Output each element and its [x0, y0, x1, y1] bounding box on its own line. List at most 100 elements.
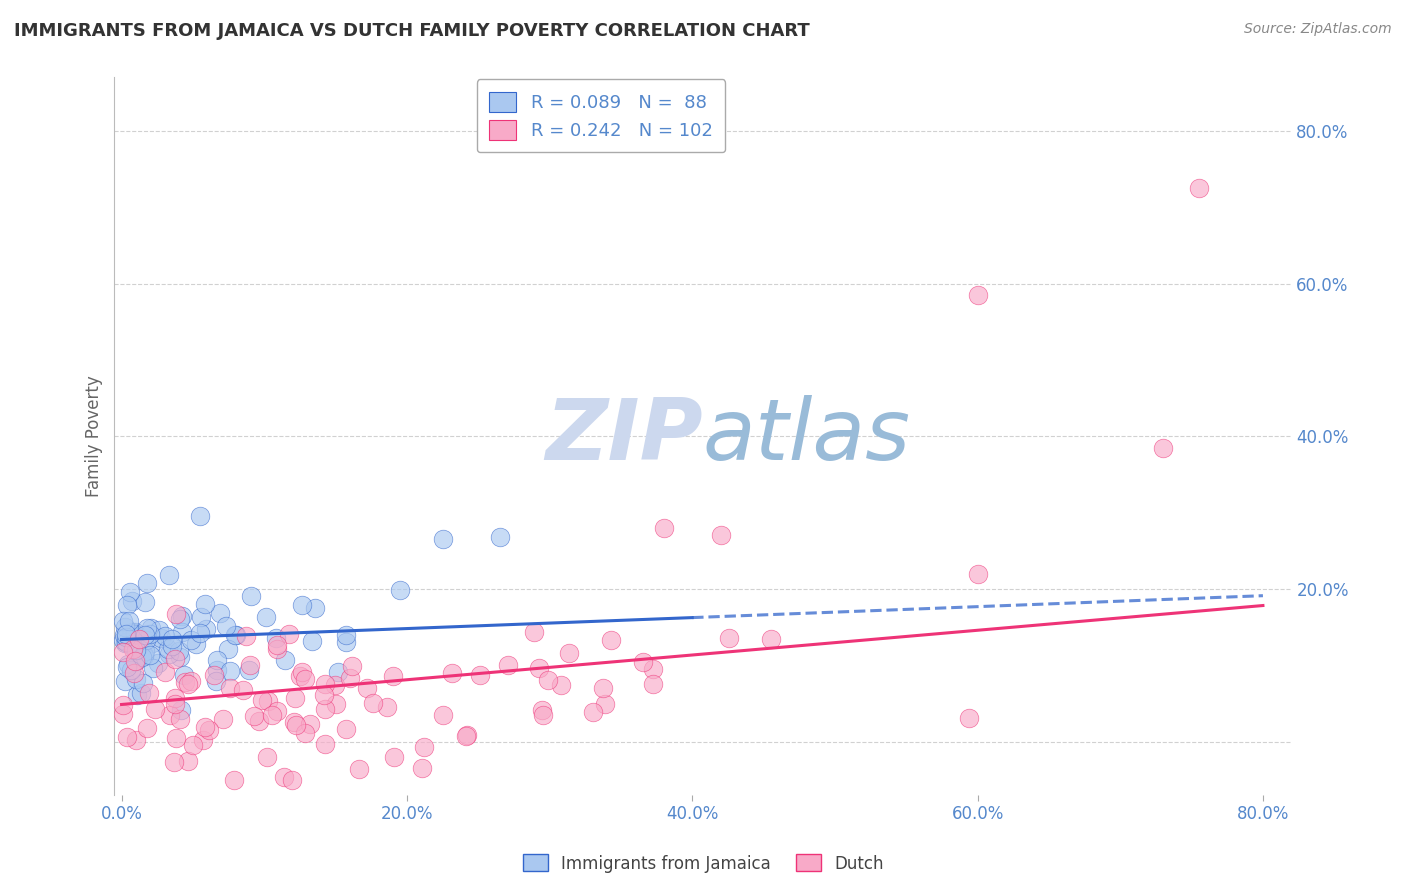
Dutch — [356, 681, 378, 695]
Immigrants from Jamaica — [162, 639, 184, 653]
Legend: Immigrants from Jamaica, Dutch: Immigrants from Jamaica, Dutch — [516, 847, 890, 880]
Dutch — [277, 626, 299, 640]
Dutch — [314, 677, 336, 691]
Immigrants from Jamaica — [157, 648, 180, 662]
Dutch — [347, 762, 370, 776]
Dutch — [531, 707, 554, 722]
Immigrants from Jamaica — [135, 632, 157, 647]
Immigrants from Jamaica — [207, 663, 229, 677]
Immigrants from Jamaica — [156, 642, 179, 657]
Dutch — [314, 701, 336, 715]
Immigrants from Jamaica — [115, 659, 138, 673]
Immigrants from Jamaica — [172, 608, 194, 623]
Dutch — [456, 728, 478, 742]
Dutch — [239, 657, 262, 672]
Immigrants from Jamaica — [219, 664, 242, 678]
Dutch — [143, 702, 166, 716]
Immigrants from Jamaica — [188, 626, 211, 640]
Dutch — [454, 729, 477, 743]
Immigrants from Jamaica — [134, 628, 156, 642]
Immigrants from Jamaica — [134, 595, 156, 609]
Immigrants from Jamaica — [132, 676, 155, 690]
Dutch — [174, 675, 197, 690]
Immigrants from Jamaica — [169, 612, 191, 626]
Immigrants from Jamaica — [132, 648, 155, 662]
Dutch — [165, 690, 187, 705]
Immigrants from Jamaica — [129, 686, 152, 700]
Dutch — [281, 772, 304, 787]
Dutch — [652, 521, 675, 535]
Immigrants from Jamaica — [117, 657, 139, 671]
Dutch — [165, 651, 187, 665]
Dutch — [558, 646, 581, 660]
Immigrants from Jamaica — [124, 640, 146, 655]
Text: ZIP: ZIP — [546, 395, 703, 478]
Immigrants from Jamaica — [214, 619, 236, 633]
Dutch — [411, 761, 433, 775]
Dutch — [966, 288, 988, 302]
Dutch — [468, 667, 491, 681]
Dutch — [595, 697, 617, 711]
Dutch — [957, 711, 980, 725]
Dutch — [122, 666, 145, 681]
Dutch — [382, 749, 405, 764]
Dutch — [710, 528, 733, 542]
Immigrants from Jamaica — [115, 635, 138, 649]
Dutch — [125, 733, 148, 747]
Dutch — [339, 671, 361, 685]
Immigrants from Jamaica — [326, 665, 349, 679]
Immigrants from Jamaica — [173, 668, 195, 682]
Dutch — [335, 722, 357, 736]
Immigrants from Jamaica — [111, 614, 134, 628]
Dutch — [165, 607, 187, 621]
Dutch — [641, 662, 664, 676]
Immigrants from Jamaica — [239, 589, 262, 603]
Immigrants from Jamaica — [114, 636, 136, 650]
Dutch — [291, 665, 314, 680]
Immigrants from Jamaica — [121, 594, 143, 608]
Immigrants from Jamaica — [304, 601, 326, 615]
Dutch — [377, 700, 399, 714]
Dutch — [112, 645, 135, 659]
Dutch — [273, 770, 295, 784]
Dutch — [523, 625, 546, 640]
Dutch — [181, 738, 204, 752]
Immigrants from Jamaica — [217, 642, 239, 657]
Dutch — [266, 638, 288, 652]
Immigrants from Jamaica — [122, 628, 145, 642]
Immigrants from Jamaica — [169, 650, 191, 665]
Dutch — [966, 566, 988, 581]
Dutch — [159, 708, 181, 723]
Immigrants from Jamaica — [139, 621, 162, 635]
Dutch — [202, 668, 225, 682]
Immigrants from Jamaica — [114, 620, 136, 634]
Immigrants from Jamaica — [205, 652, 228, 666]
Immigrants from Jamaica — [125, 688, 148, 702]
Dutch — [294, 726, 316, 740]
Dutch — [294, 673, 316, 687]
Immigrants from Jamaica — [120, 626, 142, 640]
Dutch — [361, 696, 384, 710]
Dutch — [242, 709, 264, 723]
Dutch — [232, 683, 254, 698]
Dutch — [191, 732, 214, 747]
Immigrants from Jamaica — [125, 654, 148, 668]
Dutch — [111, 698, 134, 712]
Immigrants from Jamaica — [194, 598, 217, 612]
Immigrants from Jamaica — [188, 509, 211, 524]
Dutch — [124, 653, 146, 667]
Immigrants from Jamaica — [118, 615, 141, 629]
Dutch — [600, 633, 623, 648]
Dutch — [529, 661, 551, 675]
Immigrants from Jamaica — [225, 628, 247, 642]
Dutch — [250, 693, 273, 707]
Immigrants from Jamaica — [118, 585, 141, 599]
Immigrants from Jamaica — [488, 530, 510, 544]
Text: Source: ZipAtlas.com: Source: ZipAtlas.com — [1244, 22, 1392, 37]
Dutch — [285, 718, 308, 732]
Dutch — [717, 631, 740, 645]
Dutch — [235, 629, 257, 643]
Dutch — [340, 659, 363, 673]
Dutch — [163, 755, 186, 769]
Immigrants from Jamaica — [264, 632, 287, 646]
